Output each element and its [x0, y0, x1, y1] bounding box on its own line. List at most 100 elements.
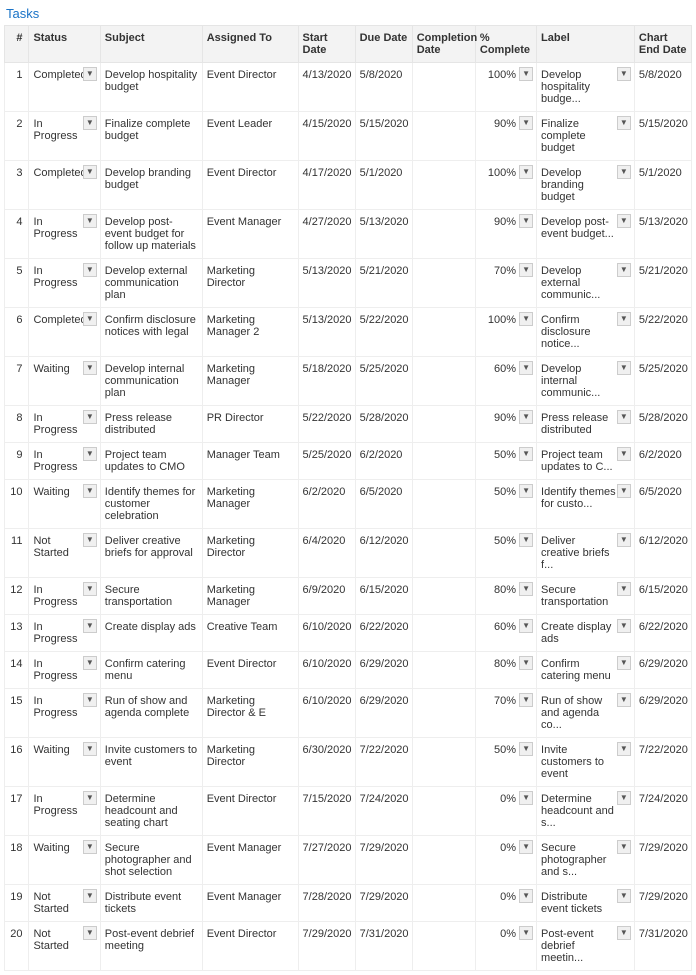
chevron-down-icon[interactable]: ▼ [83, 840, 97, 854]
chevron-down-icon[interactable]: ▼ [519, 840, 533, 854]
status-cell[interactable]: In Progress▼ [29, 652, 100, 689]
table-row[interactable]: 6Completed▼Confirm disclosure notices wi… [5, 308, 692, 357]
chevron-down-icon[interactable]: ▼ [519, 889, 533, 903]
subject-cell[interactable]: Develop post-event budget for follow up … [100, 210, 202, 259]
table-row[interactable]: 16Waiting▼Invite customers to eventMarke… [5, 738, 692, 787]
chevron-down-icon[interactable]: ▼ [83, 742, 97, 756]
pct-cell[interactable]: 50%▼ [475, 480, 536, 529]
label-cell[interactable]: Project team updates to C...▼ [537, 443, 635, 480]
status-cell[interactable]: In Progress▼ [29, 210, 100, 259]
chevron-down-icon[interactable]: ▼ [617, 447, 631, 461]
status-cell[interactable]: Completed▼ [29, 308, 100, 357]
chevron-down-icon[interactable]: ▼ [83, 67, 97, 81]
chevron-down-icon[interactable]: ▼ [617, 742, 631, 756]
table-row[interactable]: 18Waiting▼Secure photographer and shot s… [5, 836, 692, 885]
chevron-down-icon[interactable]: ▼ [519, 582, 533, 596]
chevron-down-icon[interactable]: ▼ [83, 889, 97, 903]
chevron-down-icon[interactable]: ▼ [83, 619, 97, 633]
chevron-down-icon[interactable]: ▼ [617, 410, 631, 424]
label-cell[interactable]: Finalize complete budget▼ [537, 112, 635, 161]
table-row[interactable]: 4In Progress▼Develop post-event budget f… [5, 210, 692, 259]
chevron-down-icon[interactable]: ▼ [519, 263, 533, 277]
status-cell[interactable]: Not Started▼ [29, 885, 100, 922]
status-cell[interactable]: Waiting▼ [29, 480, 100, 529]
table-row[interactable]: 14In Progress▼Confirm catering menuEvent… [5, 652, 692, 689]
chevron-down-icon[interactable]: ▼ [617, 889, 631, 903]
chevron-down-icon[interactable]: ▼ [617, 165, 631, 179]
chevron-down-icon[interactable]: ▼ [519, 533, 533, 547]
status-cell[interactable]: In Progress▼ [29, 443, 100, 480]
pct-cell[interactable]: 60%▼ [475, 357, 536, 406]
chevron-down-icon[interactable]: ▼ [617, 361, 631, 375]
label-cell[interactable]: Identify themes for custo...▼ [537, 480, 635, 529]
label-cell[interactable]: Invite customers to event▼ [537, 738, 635, 787]
col-status[interactable]: Status [29, 26, 100, 63]
chevron-down-icon[interactable]: ▼ [519, 742, 533, 756]
status-cell[interactable]: In Progress▼ [29, 615, 100, 652]
chevron-down-icon[interactable]: ▼ [83, 791, 97, 805]
chevron-down-icon[interactable]: ▼ [83, 165, 97, 179]
pct-cell[interactable]: 100%▼ [475, 308, 536, 357]
chevron-down-icon[interactable]: ▼ [83, 312, 97, 326]
status-cell[interactable]: In Progress▼ [29, 578, 100, 615]
chevron-down-icon[interactable]: ▼ [519, 312, 533, 326]
status-cell[interactable]: Not Started▼ [29, 529, 100, 578]
chevron-down-icon[interactable]: ▼ [519, 619, 533, 633]
label-cell[interactable]: Secure photographer and s...▼ [537, 836, 635, 885]
status-cell[interactable]: Completed▼ [29, 63, 100, 112]
label-cell[interactable]: Deliver creative briefs f...▼ [537, 529, 635, 578]
pct-cell[interactable]: 100%▼ [475, 161, 536, 210]
chevron-down-icon[interactable]: ▼ [83, 214, 97, 228]
table-row[interactable]: 3Completed▼Develop branding budgetEvent … [5, 161, 692, 210]
chevron-down-icon[interactable]: ▼ [519, 67, 533, 81]
chevron-down-icon[interactable]: ▼ [519, 116, 533, 130]
chevron-down-icon[interactable]: ▼ [83, 410, 97, 424]
pct-cell[interactable]: 80%▼ [475, 578, 536, 615]
chevron-down-icon[interactable]: ▼ [83, 656, 97, 670]
subject-cell[interactable]: Press release distributed [100, 406, 202, 443]
pct-cell[interactable]: 80%▼ [475, 652, 536, 689]
chevron-down-icon[interactable]: ▼ [83, 693, 97, 707]
table-row[interactable]: 2In Progress▼Finalize complete budgetEve… [5, 112, 692, 161]
pct-cell[interactable]: 50%▼ [475, 443, 536, 480]
chevron-down-icon[interactable]: ▼ [519, 656, 533, 670]
status-cell[interactable]: Waiting▼ [29, 738, 100, 787]
pct-cell[interactable]: 90%▼ [475, 112, 536, 161]
pct-cell[interactable]: 0%▼ [475, 922, 536, 971]
table-row[interactable]: 13In Progress▼Create display adsCreative… [5, 615, 692, 652]
subject-cell[interactable]: Develop branding budget [100, 161, 202, 210]
chevron-down-icon[interactable]: ▼ [83, 533, 97, 547]
chevron-down-icon[interactable]: ▼ [617, 116, 631, 130]
table-row[interactable]: 10Waiting▼Identify themes for customer c… [5, 480, 692, 529]
label-cell[interactable]: Develop internal communic...▼ [537, 357, 635, 406]
subject-cell[interactable]: Secure photographer and shot selection [100, 836, 202, 885]
status-cell[interactable]: In Progress▼ [29, 259, 100, 308]
subject-cell[interactable]: Develop external communication plan [100, 259, 202, 308]
chevron-down-icon[interactable]: ▼ [617, 840, 631, 854]
pct-cell[interactable]: 60%▼ [475, 615, 536, 652]
pct-cell[interactable]: 0%▼ [475, 885, 536, 922]
status-cell[interactable]: Completed▼ [29, 161, 100, 210]
subject-cell[interactable]: Distribute event tickets [100, 885, 202, 922]
subject-cell[interactable]: Develop hospitality budget [100, 63, 202, 112]
col-num[interactable]: # [5, 26, 29, 63]
chevron-down-icon[interactable]: ▼ [617, 484, 631, 498]
table-row[interactable]: 12In Progress▼Secure transportationMarke… [5, 578, 692, 615]
chevron-down-icon[interactable]: ▼ [83, 116, 97, 130]
chevron-down-icon[interactable]: ▼ [83, 361, 97, 375]
chevron-down-icon[interactable]: ▼ [519, 361, 533, 375]
subject-cell[interactable]: Deliver creative briefs for approval [100, 529, 202, 578]
label-cell[interactable]: Distribute event tickets▼ [537, 885, 635, 922]
status-cell[interactable]: Not Started▼ [29, 922, 100, 971]
pct-cell[interactable]: 50%▼ [475, 529, 536, 578]
chevron-down-icon[interactable]: ▼ [83, 447, 97, 461]
subject-cell[interactable]: Project team updates to CMO [100, 443, 202, 480]
subject-cell[interactable]: Develop internal communication plan [100, 357, 202, 406]
chevron-down-icon[interactable]: ▼ [617, 926, 631, 940]
status-cell[interactable]: In Progress▼ [29, 406, 100, 443]
table-row[interactable]: 9In Progress▼Project team updates to CMO… [5, 443, 692, 480]
label-cell[interactable]: Press release distributed▼ [537, 406, 635, 443]
label-cell[interactable]: Confirm disclosure notice...▼ [537, 308, 635, 357]
subject-cell[interactable]: Secure transportation [100, 578, 202, 615]
chevron-down-icon[interactable]: ▼ [617, 263, 631, 277]
